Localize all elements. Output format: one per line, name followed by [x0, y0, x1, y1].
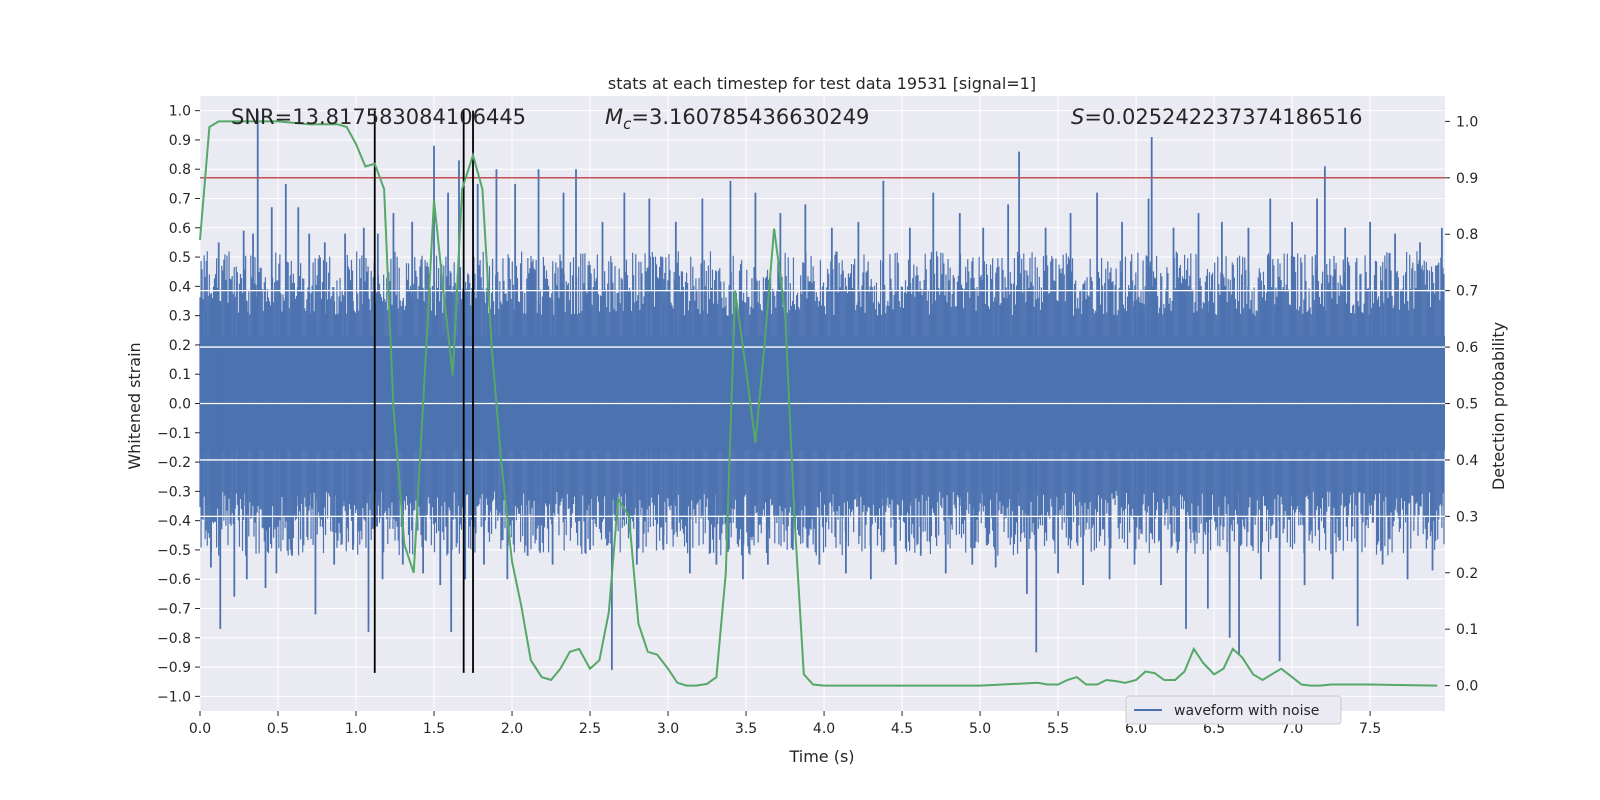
x-tick-label: 7.0 [1281, 721, 1303, 737]
y-right-tick-label: 0.8 [1456, 227, 1478, 243]
y-right-tick-label: 0.4 [1456, 453, 1478, 469]
y-left-tick-label: 0.7 [169, 192, 191, 208]
snr-annotation: SNR=13.817583084106445 [231, 105, 526, 129]
x-tick-label: 4.5 [891, 721, 913, 737]
y-left-tick-label: −0.1 [157, 426, 191, 442]
y-left-tick-label: −0.3 [157, 484, 191, 500]
x-tick-label: 5.5 [1047, 721, 1069, 737]
y-right-tick-label: 0.7 [1456, 284, 1478, 300]
x-tick-label: 2.5 [579, 721, 601, 737]
y-right-tick-label: 0.6 [1456, 340, 1478, 356]
y-left-tick-label: −0.2 [157, 455, 191, 471]
y-right-tick-label: 0.1 [1456, 622, 1478, 638]
s-symbol: S [1071, 105, 1084, 129]
y-left-tick-label: 0.4 [169, 279, 191, 295]
x-tick-label: 0.0 [189, 721, 211, 737]
y-left-tick-label: 0.1 [169, 367, 191, 383]
x-tick-label: 1.5 [423, 721, 445, 737]
y-right-tick-label: 0.9 [1456, 171, 1478, 187]
x-axis: 0.0 0.5 1.0 1.5 2.0 2.5 3.0 3.5 4.0 4.5 5.0 5.5 6.0 6… [189, 711, 1381, 737]
y-right-tick-label: 0.2 [1456, 566, 1478, 582]
x-tick-label: 0.5 [267, 721, 289, 737]
y-axis-left: 1.0 0.9 0.8 0.7 0.6 0.5 0.4 0.3 0.2 0.1 0.0 −0.1 −0.… [157, 104, 200, 705]
y-right-tick-label: 0.5 [1456, 397, 1478, 413]
y-axis-right-label: Detection probability [1489, 322, 1508, 490]
x-tick-label: 6.5 [1203, 721, 1225, 737]
legend: waveform with noise [1125, 695, 1342, 725]
y-left-tick-label: 0.2 [169, 338, 191, 354]
legend-label: waveform with noise [1174, 703, 1319, 719]
y-left-tick-label: −0.7 [157, 602, 191, 618]
reference-lines [200, 110, 1445, 673]
chirp-mass-value: =3.160785436630249 [631, 105, 869, 129]
y-left-tick-label: −0.9 [157, 660, 191, 676]
y-left-tick-label: 0.9 [169, 133, 191, 149]
chart-title: stats at each timestep for test data 195… [608, 74, 1036, 93]
y-left-tick-label: −0.8 [157, 631, 191, 647]
chirp-mass-annotation: Mc=3.160785436630249 [605, 105, 869, 133]
y-right-tick-label: 0.3 [1456, 509, 1478, 525]
chirp-mass-subscript: c [623, 115, 632, 133]
y-left-tick-label: 0.0 [169, 397, 191, 413]
y-right-tick-label: 0.0 [1456, 679, 1478, 695]
y-right-tick-label: 1.0 [1456, 114, 1478, 130]
y-left-tick-label: 0.8 [169, 162, 191, 178]
y-left-tick-label: −0.6 [157, 572, 191, 588]
y-left-tick-label: −1.0 [157, 689, 191, 705]
chirp-mass-symbol: M [605, 105, 623, 129]
x-tick-label: 7.5 [1359, 721, 1381, 737]
x-tick-label: 3.0 [657, 721, 679, 737]
y-axis-left-label: Whitened strain [125, 342, 144, 469]
detection-probability-series [199, 120, 1438, 687]
x-tick-label: 5.0 [969, 721, 991, 737]
x-tick-label: 4.0 [813, 721, 835, 737]
x-tick-label: 6.0 [1125, 721, 1147, 737]
s-value: =0.025242237374186516 [1084, 105, 1362, 129]
y-left-tick-label: 0.6 [169, 221, 191, 237]
y-axis-right: 1.0 0.9 0.8 0.7 0.6 0.5 0.4 0.3 0.2 0.1 0.0 [1445, 114, 1478, 695]
x-axis-label: Time (s) [788, 747, 854, 766]
x-tick-label: 2.0 [501, 721, 523, 737]
x-tick-label: 3.5 [735, 721, 757, 737]
y-left-tick-label: −0.5 [157, 543, 191, 559]
y-left-tick-label: 1.0 [169, 104, 191, 120]
waveform-series [199, 110, 1445, 670]
x-tick-label: 1.0 [345, 721, 367, 737]
s-annotation: S=0.025242237374186516 [1071, 105, 1362, 129]
detection-probability-line [199, 120, 1438, 687]
y-left-tick-label: 0.5 [169, 250, 191, 266]
y-left-tick-label: 0.3 [169, 309, 191, 325]
y-left-tick-label: −0.4 [157, 514, 191, 530]
legend-box [1125, 695, 1342, 725]
